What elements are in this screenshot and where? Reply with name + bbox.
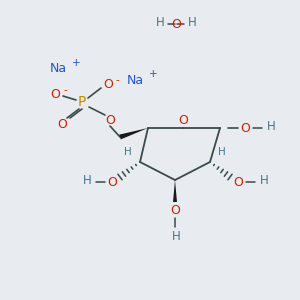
Text: H: H xyxy=(260,173,268,187)
Text: H: H xyxy=(218,147,226,157)
Text: H: H xyxy=(156,16,164,28)
Text: H: H xyxy=(267,119,275,133)
Polygon shape xyxy=(119,128,148,140)
Text: O: O xyxy=(171,17,181,31)
Text: Na: Na xyxy=(126,74,144,86)
Text: O: O xyxy=(105,113,115,127)
Text: O: O xyxy=(57,118,67,131)
Text: +: + xyxy=(72,58,80,68)
Text: O: O xyxy=(107,176,117,188)
Text: O: O xyxy=(50,88,60,101)
Polygon shape xyxy=(173,180,177,202)
Text: H: H xyxy=(172,230,180,242)
Text: O: O xyxy=(170,203,180,217)
Text: -: - xyxy=(115,75,119,85)
Text: Na: Na xyxy=(50,62,67,76)
Text: O: O xyxy=(240,122,250,134)
Text: -: - xyxy=(63,85,67,95)
Text: O: O xyxy=(103,79,113,92)
Text: P: P xyxy=(78,95,86,109)
Text: H: H xyxy=(82,173,91,187)
Text: O: O xyxy=(233,176,243,188)
Text: H: H xyxy=(124,147,132,157)
Text: O: O xyxy=(178,115,188,128)
Text: H: H xyxy=(188,16,196,28)
Text: +: + xyxy=(149,69,157,79)
